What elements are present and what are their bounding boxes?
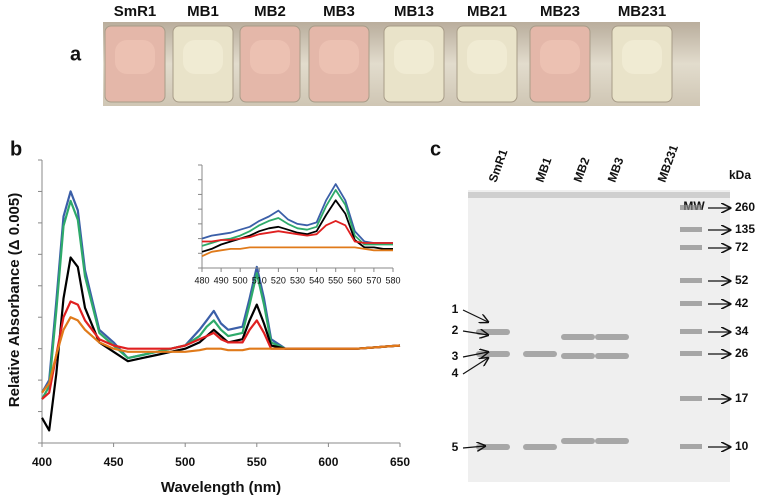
series-line <box>41 256 401 432</box>
lane-label: MB1 <box>533 155 555 184</box>
y-axis-title: Relative Absorbance (Δ 0.005) <box>6 193 23 407</box>
band-label: 4 <box>452 366 459 380</box>
series-line <box>41 190 401 394</box>
sample-label: MB23 <box>540 3 580 20</box>
lane-label: MB3 <box>605 155 627 184</box>
x-tick-label: 560 <box>347 275 362 285</box>
gel-band <box>523 351 557 357</box>
x-axis-title: Wavelength (nm) <box>161 479 281 496</box>
ladder-band <box>680 245 702 250</box>
arrow <box>462 358 488 375</box>
x-tick-label: 480 <box>194 275 209 285</box>
x-tick-label: 650 <box>390 455 410 469</box>
sample-label: MB3 <box>323 3 355 20</box>
marker-label: 17 <box>735 391 749 405</box>
marker-label: 52 <box>735 273 749 287</box>
marker-label: 260 <box>735 200 755 214</box>
tube-highlight <box>319 40 359 74</box>
unit-label: kDa <box>729 168 751 182</box>
tube-highlight <box>183 40 223 74</box>
gel-band <box>595 334 629 340</box>
marker-label: 10 <box>735 439 749 453</box>
gel-band <box>561 353 595 359</box>
sample-label: MB231 <box>618 3 666 20</box>
arrow <box>462 446 485 448</box>
tube-highlight <box>394 40 434 74</box>
sample-label: MB2 <box>254 3 286 20</box>
marker-label: 135 <box>735 222 755 236</box>
gel-band <box>595 438 629 444</box>
marker-label: 72 <box>735 240 749 254</box>
gel-band <box>523 444 557 450</box>
x-tick-label: 600 <box>318 455 338 469</box>
ladder-band <box>680 396 702 401</box>
tube-highlight <box>467 40 507 74</box>
arrow <box>462 331 488 335</box>
x-tick-label: 500 <box>175 455 195 469</box>
band-label: 3 <box>452 349 459 363</box>
x-tick-label: 400 <box>32 455 52 469</box>
gel-band <box>561 438 595 444</box>
series-line <box>201 246 393 258</box>
tube-highlight <box>622 40 662 74</box>
x-tick-label: 550 <box>328 275 343 285</box>
gel-well <box>468 192 730 198</box>
series-line <box>41 199 401 400</box>
sample-label: MB13 <box>394 3 434 20</box>
ladder-band <box>680 301 702 306</box>
tube-highlight <box>115 40 155 74</box>
ladder-band <box>680 351 702 356</box>
gel-band <box>561 334 595 340</box>
band-label: 2 <box>452 323 459 337</box>
lane-label: MB2 <box>571 155 593 184</box>
sample-label: SmR1 <box>114 3 157 20</box>
tube-highlight <box>250 40 290 74</box>
lane-label: MB231 <box>655 143 681 184</box>
gel-band <box>476 351 510 357</box>
ladder-band <box>680 329 702 334</box>
x-tick-label: 570 <box>366 275 381 285</box>
x-tick-label: 520 <box>271 275 286 285</box>
ladder-band <box>680 278 702 283</box>
ladder-band <box>680 444 702 449</box>
ladder-band <box>680 227 702 232</box>
x-tick-label: 500 <box>233 275 248 285</box>
series-line <box>201 199 393 253</box>
series-line <box>201 189 393 247</box>
gel-band <box>595 353 629 359</box>
band-label: 1 <box>452 302 459 316</box>
x-tick-label: 540 <box>309 275 324 285</box>
x-tick-label: 550 <box>247 455 267 469</box>
x-tick-label: 490 <box>214 275 229 285</box>
sample-label: MB1 <box>187 3 219 20</box>
x-tick-label: 580 <box>385 275 400 285</box>
series-line <box>201 183 393 244</box>
series-line <box>41 316 401 394</box>
sample-label: MB21 <box>467 3 507 20</box>
series-line <box>202 220 393 244</box>
x-tick-label: 450 <box>104 455 124 469</box>
arrow <box>462 352 488 357</box>
marker-label: 26 <box>735 346 749 360</box>
gel-band <box>476 444 510 450</box>
panel-label: a <box>70 43 82 65</box>
tube-highlight <box>540 40 580 74</box>
panel-label: c <box>430 138 441 160</box>
lane-label: SmR1 <box>486 147 511 184</box>
marker-label: 34 <box>735 324 749 338</box>
arrow <box>462 309 488 322</box>
ladder-band <box>680 205 702 210</box>
panel-label: b <box>10 138 22 160</box>
x-tick-label: 530 <box>290 275 305 285</box>
x-tick-label: 510 <box>252 275 267 285</box>
marker-label: 42 <box>735 296 749 310</box>
band-label: 5 <box>452 440 459 454</box>
